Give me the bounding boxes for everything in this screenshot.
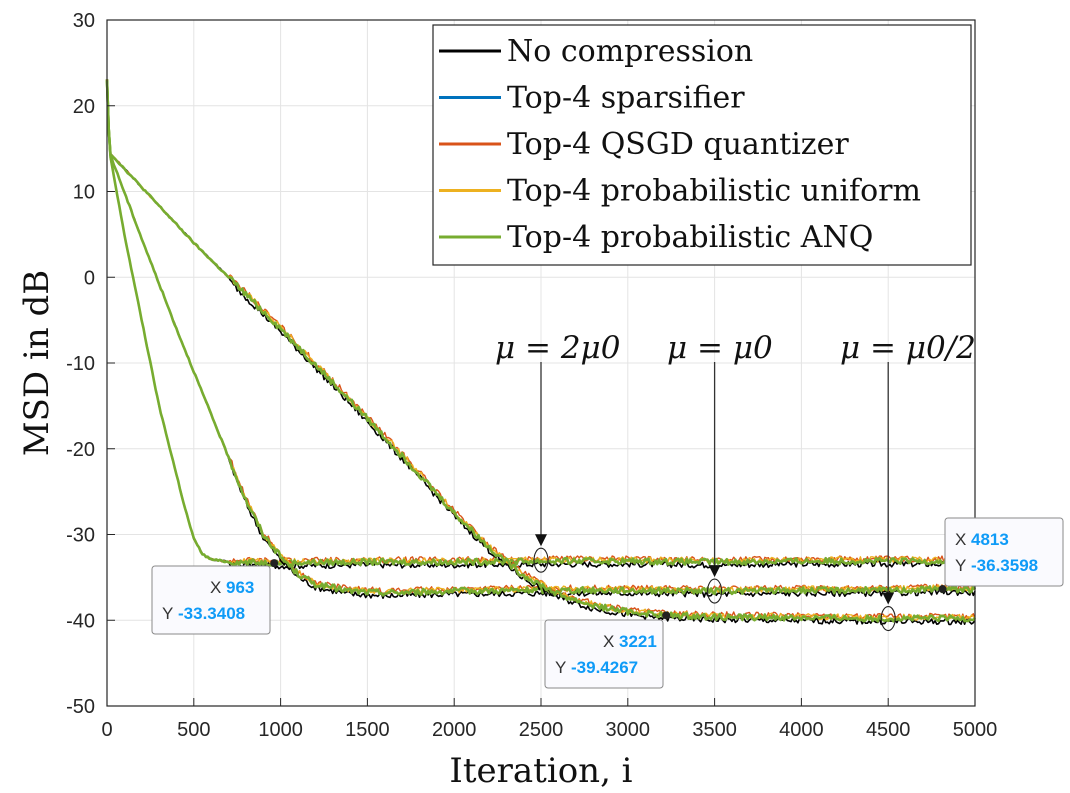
datatip-x-value-1: 3221: [619, 632, 657, 651]
legend: No compression Top-4 sparsifier Top-4 QSGD…: [432, 24, 972, 266]
legend-label-4: Top-4 probabilistic ANQ: [507, 220, 873, 255]
y-tick-label-3: -20: [66, 439, 95, 461]
y-tick-label-1: -40: [66, 610, 95, 632]
datatip-x-key-2: X: [955, 530, 966, 549]
y-tick-label-2: -30: [66, 525, 95, 547]
annotation-ellipse-0: [533, 547, 549, 573]
datatip-box-0: [151, 565, 271, 635]
x-tick-label-0: 0: [101, 719, 112, 741]
datatip-2: X 4813 Y -36.3598: [938, 517, 1064, 594]
datatip-marker-0: [270, 559, 279, 568]
datatip-x-key-1: X: [603, 632, 614, 651]
annotation-arrow-head-1: [708, 565, 721, 578]
curve-2-layer-3: [105, 80, 977, 623]
annotations: μ = 2μ0 μ = μ0 μ = μ0/2: [495, 330, 976, 632]
x-tick-label-4: 2000: [432, 719, 477, 741]
datatip-y-value-0: -33.3408: [178, 604, 245, 623]
datatip-x-value-2: 4813: [971, 530, 1009, 549]
datatip-box-1: [544, 619, 664, 689]
x-tick-label-6: 3000: [606, 719, 651, 741]
annotation-arrow-head-2: [882, 592, 895, 605]
x-tick-label-10: 5000: [953, 719, 998, 741]
curve-group-2: [105, 79, 977, 626]
datatip-y-key-2: Y: [955, 556, 966, 575]
datatip-marker-2: [938, 585, 947, 594]
plot-frame: [106, 19, 976, 707]
datatip-0: X 963 Y -33.3408: [151, 559, 279, 635]
y-tick-label-7: 20: [73, 96, 95, 118]
datatips: X 963 Y -33.3408 X 3221 Y -39.4267 X 4813 Y -36.359…: [151, 517, 1064, 689]
annotation-ellipse-2: [880, 605, 896, 632]
annotation-label-0: μ = 2μ0: [495, 330, 620, 366]
datatip-y-value-2: -36.3598: [971, 556, 1038, 575]
annotation-label-2: μ = μ0/2: [840, 330, 976, 366]
y-tick-label-6: 10: [73, 182, 95, 204]
legend-label-0: No compression: [507, 34, 753, 69]
datatip-1: X 3221 Y -39.4267: [544, 611, 671, 689]
y-axis-label: MSD in dB: [17, 270, 57, 457]
legend-label-1: Top-4 sparsifier: [507, 81, 745, 116]
annotation-arrow-head-0: [535, 534, 547, 547]
x-tick-label-2: 1000: [258, 719, 303, 741]
x-tick-label-1: 500: [177, 719, 210, 741]
x-tick-label-9: 4500: [866, 719, 911, 741]
legend-label-2: Top-4 QSGD quantizer: [507, 127, 849, 162]
datatip-x-value-0: 963: [226, 578, 254, 597]
x-tick-label-3: 1500: [345, 719, 390, 741]
annotation-0: μ = 2μ0: [495, 330, 620, 573]
x-tick-label-7: 3500: [692, 719, 737, 741]
x-axis-label: Iteration, i: [449, 751, 632, 791]
datatip-y-key-0: Y: [162, 604, 173, 623]
y-tick-label-5: 0: [84, 267, 95, 289]
annotation-1: μ = μ0: [667, 330, 773, 604]
x-tick-label-8: 4000: [779, 719, 824, 741]
x-tick-label-5: 2500: [519, 719, 564, 741]
curve-0-layer-3: [105, 79, 976, 568]
datatip-box-2: [944, 517, 1064, 587]
annotation-2: μ = μ0/2: [840, 330, 976, 632]
y-tick-label-4: -10: [66, 353, 95, 375]
annotation-label-1: μ = μ0: [667, 330, 773, 366]
annotation-ellipse-1: [707, 578, 723, 604]
datatip-marker-1: [662, 611, 671, 620]
y-tick-label-8: 30: [73, 10, 95, 32]
legend-label-3: Top-4 probabilistic uniform: [507, 174, 921, 209]
datatip-y-key-1: Y: [555, 658, 566, 677]
datatip-x-key-0: X: [210, 578, 221, 597]
y-tick-label-0: -50: [66, 696, 95, 718]
datatip-y-value-1: -39.4267: [571, 658, 638, 677]
tick-labels: 0 500 1000 1500 2000 2500 3000 3500 4000 4500 5000…: [66, 10, 997, 741]
legend-box: [432, 24, 972, 266]
